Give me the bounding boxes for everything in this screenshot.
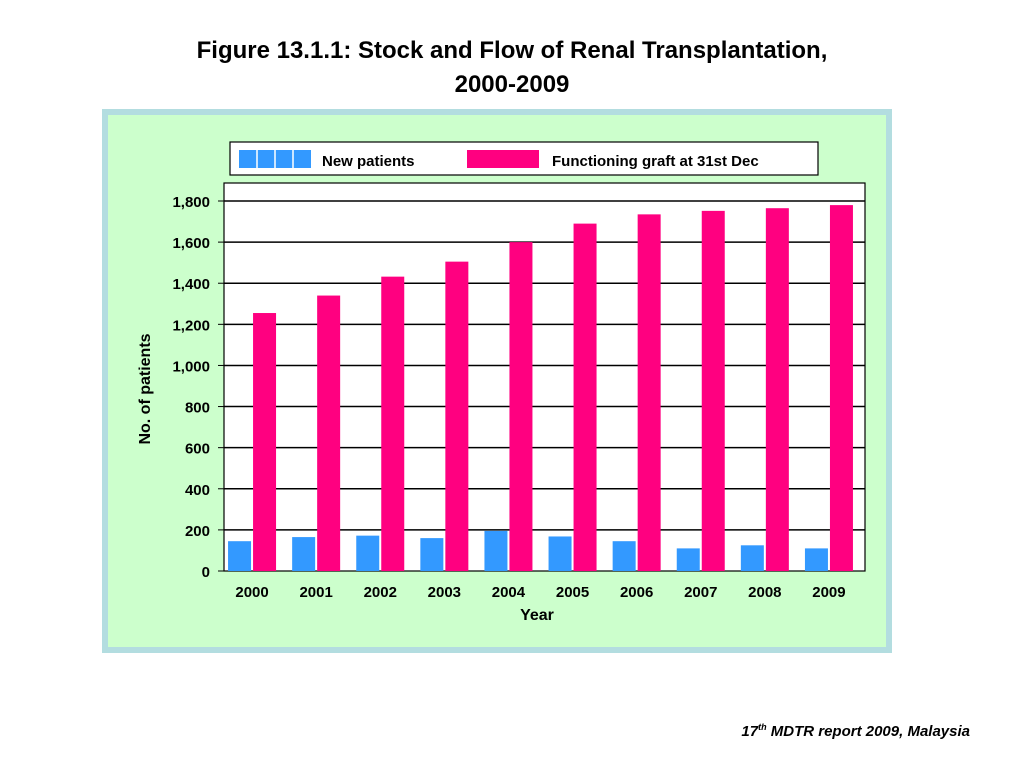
legend: New patients Functioning graft at 31st D… — [229, 141, 819, 176]
bar-functioning-graft — [445, 261, 469, 571]
source-text: MDTR report 2009, Malaysia — [766, 723, 970, 740]
y-tick-label: 1,600 — [172, 235, 210, 252]
x-tick-label: 2003 — [428, 584, 461, 601]
figure-title-line2: 2000-2009 — [454, 71, 570, 98]
bar-new-patients — [292, 537, 316, 571]
bar-new-patients — [676, 548, 700, 571]
chart-panel: New patients Functioning graft at 31st D… — [102, 109, 892, 653]
figure-title-line1: Figure 13.1.1: Stock and Flow of Renal T… — [196, 37, 828, 64]
bar-new-patients — [804, 548, 828, 571]
y-tick-label: 1,000 — [172, 358, 210, 375]
y-tick-label: 800 — [185, 400, 210, 417]
y-tick-label: 1,200 — [172, 317, 210, 334]
bar-functioning-graft — [637, 214, 661, 571]
y-tick-label: 200 — [185, 523, 210, 540]
x-tick-label: 2005 — [556, 584, 589, 601]
x-tick-label: 2009 — [812, 584, 845, 601]
bar-functioning-graft — [317, 295, 341, 571]
bar-new-patients — [612, 541, 636, 571]
x-tick-label: 2006 — [620, 584, 653, 601]
bar-functioning-graft — [573, 223, 597, 571]
legend-swatch-new-patients — [239, 150, 311, 168]
y-tick-label: 400 — [185, 482, 210, 499]
source-ordinal-number: 17 — [741, 723, 759, 740]
bar-functioning-graft — [829, 205, 853, 571]
bar-functioning-graft — [509, 242, 533, 571]
x-tick-label: 2001 — [299, 584, 332, 601]
source-note: 17th MDTR report 2009, Malaysia — [741, 722, 970, 740]
x-axis-label: Year — [520, 607, 554, 624]
bar-new-patients — [484, 530, 508, 571]
x-tick-label: 2002 — [364, 584, 397, 601]
bar-functioning-graft — [701, 210, 725, 571]
legend-swatch-functioning-graft — [467, 150, 539, 168]
bar-new-patients — [420, 538, 444, 571]
bar-new-patients — [356, 535, 380, 571]
legend-label-functioning-graft: Functioning graft at 31st Dec — [552, 153, 759, 170]
bar-new-patients — [228, 541, 252, 571]
y-tick-label: 600 — [185, 441, 210, 458]
bar-functioning-graft — [253, 313, 277, 571]
plot-area: 0 200 400 600 800 1,000 1,200 1,400 1,600 1,800 20… — [172, 182, 866, 601]
y-tick-label: 1,800 — [172, 194, 210, 211]
x-tick-label: 2008 — [748, 584, 781, 601]
y-tick-label: 0 — [202, 564, 210, 581]
bar-new-patients — [548, 536, 572, 571]
bar-functioning-graft — [381, 276, 405, 571]
bar-functioning-graft — [765, 208, 789, 571]
source-ordinal-suffix: th — [758, 722, 767, 732]
x-tick-label: 2007 — [684, 584, 717, 601]
y-axis-label: No. of patients — [137, 333, 154, 444]
x-tick-label: 2000 — [235, 584, 268, 601]
legend-label-new-patients: New patients — [322, 153, 415, 170]
bar-new-patients — [740, 545, 764, 571]
y-tick-label: 1,400 — [172, 276, 210, 293]
x-tick-label: 2004 — [492, 584, 526, 601]
